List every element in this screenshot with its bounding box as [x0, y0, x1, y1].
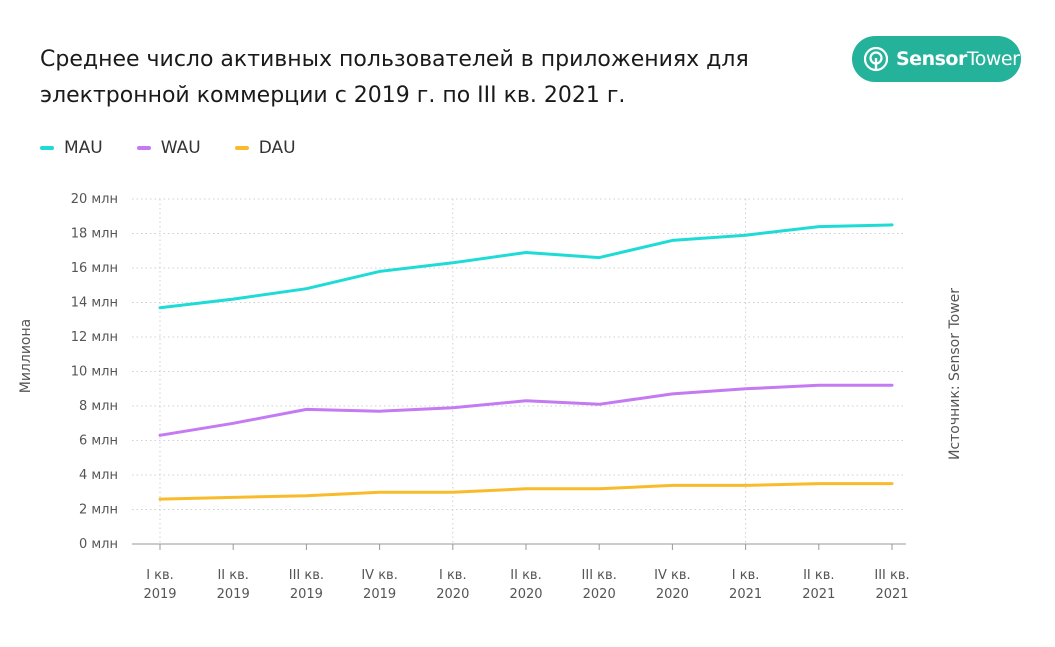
chart-title-line-1: Среднее число активных пользователей в п…: [40, 47, 749, 72]
x-tick-label-quarter-1: II кв.: [217, 568, 248, 583]
y-tick-label-20: 20 млн: [71, 192, 118, 207]
y-tick-label-2: 2 млн: [79, 503, 118, 518]
chart-title: Среднее число активных пользователей в п…: [40, 42, 820, 114]
y-tick-label-18: 18 млн: [71, 227, 118, 242]
legend-label-dau: DAU: [258, 138, 296, 158]
x-tick-label-quarter-7: IV кв.: [654, 568, 691, 583]
x-tick-label-year-10: 2021: [875, 587, 908, 602]
x-tick-label-year-9: 2021: [802, 587, 835, 602]
legend-swatch-wau: [136, 146, 151, 150]
legend-item-mau: MAU: [40, 138, 103, 158]
sensor-tower-logo-text: SensorTower: [896, 48, 1020, 70]
y-tick-label-16: 16 млн: [71, 261, 118, 276]
x-tick-label-year-6: 2020: [583, 587, 616, 602]
x-tick-label-quarter-8: I кв.: [732, 568, 760, 583]
grid: [132, 198, 906, 544]
legend-item-dau: DAU: [234, 138, 296, 158]
legend-item-wau: WAU: [136, 138, 201, 158]
x-tick-label-year-0: 2019: [143, 587, 176, 602]
x-tick-label-quarter-10: III кв.: [874, 568, 909, 583]
x-tick-label-quarter-9: II кв.: [803, 568, 834, 583]
sensor-tower-logo: SensorTower: [852, 36, 1021, 82]
x-tick-label-quarter-5: II кв.: [510, 568, 541, 583]
y-tick-label-8: 8 млн: [79, 399, 118, 414]
x-tick-label-year-4: 2020: [436, 587, 469, 602]
legend: MAU WAU DAU: [40, 138, 330, 158]
y-tick-label-12: 12 млн: [71, 330, 118, 345]
legend-label-wau: WAU: [160, 138, 201, 158]
series-line-wau: [158, 383, 894, 437]
chart-title-line-2: электронной коммерции с 2019 г. по III к…: [40, 83, 626, 108]
y-tick-label-0: 0 млн: [79, 537, 118, 552]
legend-label-mau: MAU: [64, 138, 103, 158]
y-tick-label-6: 6 млн: [79, 434, 118, 449]
y-ticks: 0 млн 2 млн 4 млн 6 млн 8 млн 10 млн 12 млн 14 …: [71, 192, 118, 552]
x-tick-label-quarter-2: III кв.: [289, 568, 324, 583]
x-tick-label-year-3: 2019: [363, 587, 396, 602]
x-tick-label-year-5: 2020: [509, 587, 542, 602]
x-tick-label-year-8: 2021: [729, 587, 762, 602]
x-tick-label-quarter-4: I кв.: [439, 568, 467, 583]
x-ticks: I кв. 2019 II кв. 2019 III кв. 2019 IV кв. 2019…: [143, 568, 909, 602]
series-line-mau: [158, 223, 894, 310]
x-tick-label-quarter-3: IV кв.: [361, 568, 398, 583]
y-tick-label-4: 4 млн: [79, 468, 118, 483]
sensor-tower-logo-icon: [863, 46, 889, 72]
series-lines: [158, 223, 894, 501]
x-tick-label-year-1: 2019: [217, 587, 250, 602]
x-tick-label-year-2: 2019: [290, 587, 323, 602]
y-tick-label-10: 10 млн: [71, 365, 118, 380]
legend-swatch-dau: [234, 146, 249, 150]
x-tick-label-quarter-0: I кв.: [146, 568, 174, 583]
x-tick-label-quarter-6: III кв.: [582, 568, 617, 583]
axes: [132, 543, 906, 550]
legend-swatch-mau: [40, 146, 54, 150]
x-tick-label-year-7: 2020: [656, 587, 689, 602]
series-line-dau: [158, 482, 894, 501]
y-tick-label-14: 14 млн: [71, 296, 118, 311]
